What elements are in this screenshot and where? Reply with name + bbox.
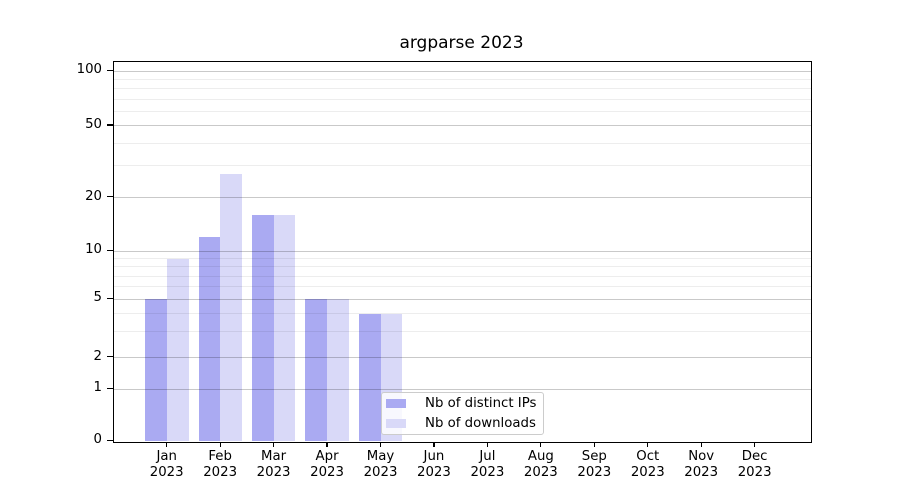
bar-distinct-ips-feb — [198, 237, 221, 441]
bar-distinct-ips-jan — [145, 299, 167, 441]
x-tick — [700, 442, 702, 447]
legend-label-distinct-ips: Nb of distinct IPs — [425, 395, 537, 411]
x-tick — [540, 442, 542, 447]
legend-entry-downloads: Nb of downloads — [386, 415, 543, 433]
plot-area: Nb of distinct IPs Nb of downloads — [113, 61, 812, 443]
y-tick — [107, 69, 113, 71]
bar-downloads-mar — [273, 214, 296, 441]
legend-swatch-distinct-ips — [386, 399, 406, 408]
y-tick — [107, 196, 113, 198]
x-tick — [326, 442, 328, 447]
x-tick — [647, 442, 649, 447]
bars-layer — [114, 62, 811, 442]
bar-downloads-feb — [220, 174, 243, 441]
chart-title: argparse 2023 — [399, 33, 524, 53]
y-tick — [107, 356, 113, 358]
y-tick-label: 2 — [93, 348, 102, 364]
x-tick-label-jun: Jun 2023 — [417, 449, 451, 480]
y-tick-label: 5 — [93, 290, 102, 306]
legend-swatch-downloads — [386, 419, 406, 428]
x-tick-label-nov: Nov 2023 — [684, 449, 719, 480]
x-tick-label-aug: Aug 2023 — [523, 449, 558, 480]
bar-downloads-jan — [166, 258, 189, 441]
y-tick — [107, 387, 113, 389]
x-tick — [273, 442, 275, 447]
y-tick — [107, 439, 113, 441]
y-tick-label: 0 — [93, 432, 102, 447]
bar-distinct-ips-mar — [252, 214, 274, 441]
legend-label-downloads: Nb of downloads — [425, 415, 536, 431]
x-tick — [379, 442, 382, 447]
bar-distinct-ips-may — [358, 313, 381, 441]
x-tick — [166, 442, 168, 447]
x-tick-label-sep: Sep 2023 — [577, 449, 612, 480]
y-tick-label: 100 — [76, 62, 102, 77]
y-tick — [107, 124, 113, 126]
y-tick-label: 20 — [85, 188, 102, 204]
x-tick-label-jan: Jan 2023 — [149, 449, 184, 480]
legend: Nb of distinct IPs Nb of downloads — [381, 392, 544, 435]
x-tick — [486, 442, 488, 447]
y-tick — [107, 297, 113, 299]
x-tick — [433, 442, 435, 447]
legend-entry-distinct-ips: Nb of distinct IPs — [386, 395, 543, 413]
x-tick-label-apr: Apr 2023 — [310, 449, 344, 480]
x-tick-label-jul: Jul 2023 — [470, 449, 505, 480]
x-tick-label-dec: Dec 2023 — [737, 449, 772, 480]
y-tick-label: 1 — [93, 380, 102, 396]
x-tick — [754, 442, 756, 447]
x-tick — [219, 442, 221, 447]
x-tick-label-may: May 2023 — [363, 449, 398, 480]
x-tick-label-oct: Oct 2023 — [630, 449, 665, 480]
x-tick — [593, 442, 595, 447]
y-tick — [107, 249, 113, 251]
x-tick-label-mar: Mar 2023 — [256, 449, 291, 480]
bar-distinct-ips-apr — [305, 299, 328, 441]
x-tick-label-feb: Feb 2023 — [203, 449, 238, 480]
y-tick-label: 10 — [85, 242, 102, 258]
y-tick-label: 50 — [85, 116, 102, 132]
bar-downloads-apr — [327, 299, 349, 441]
